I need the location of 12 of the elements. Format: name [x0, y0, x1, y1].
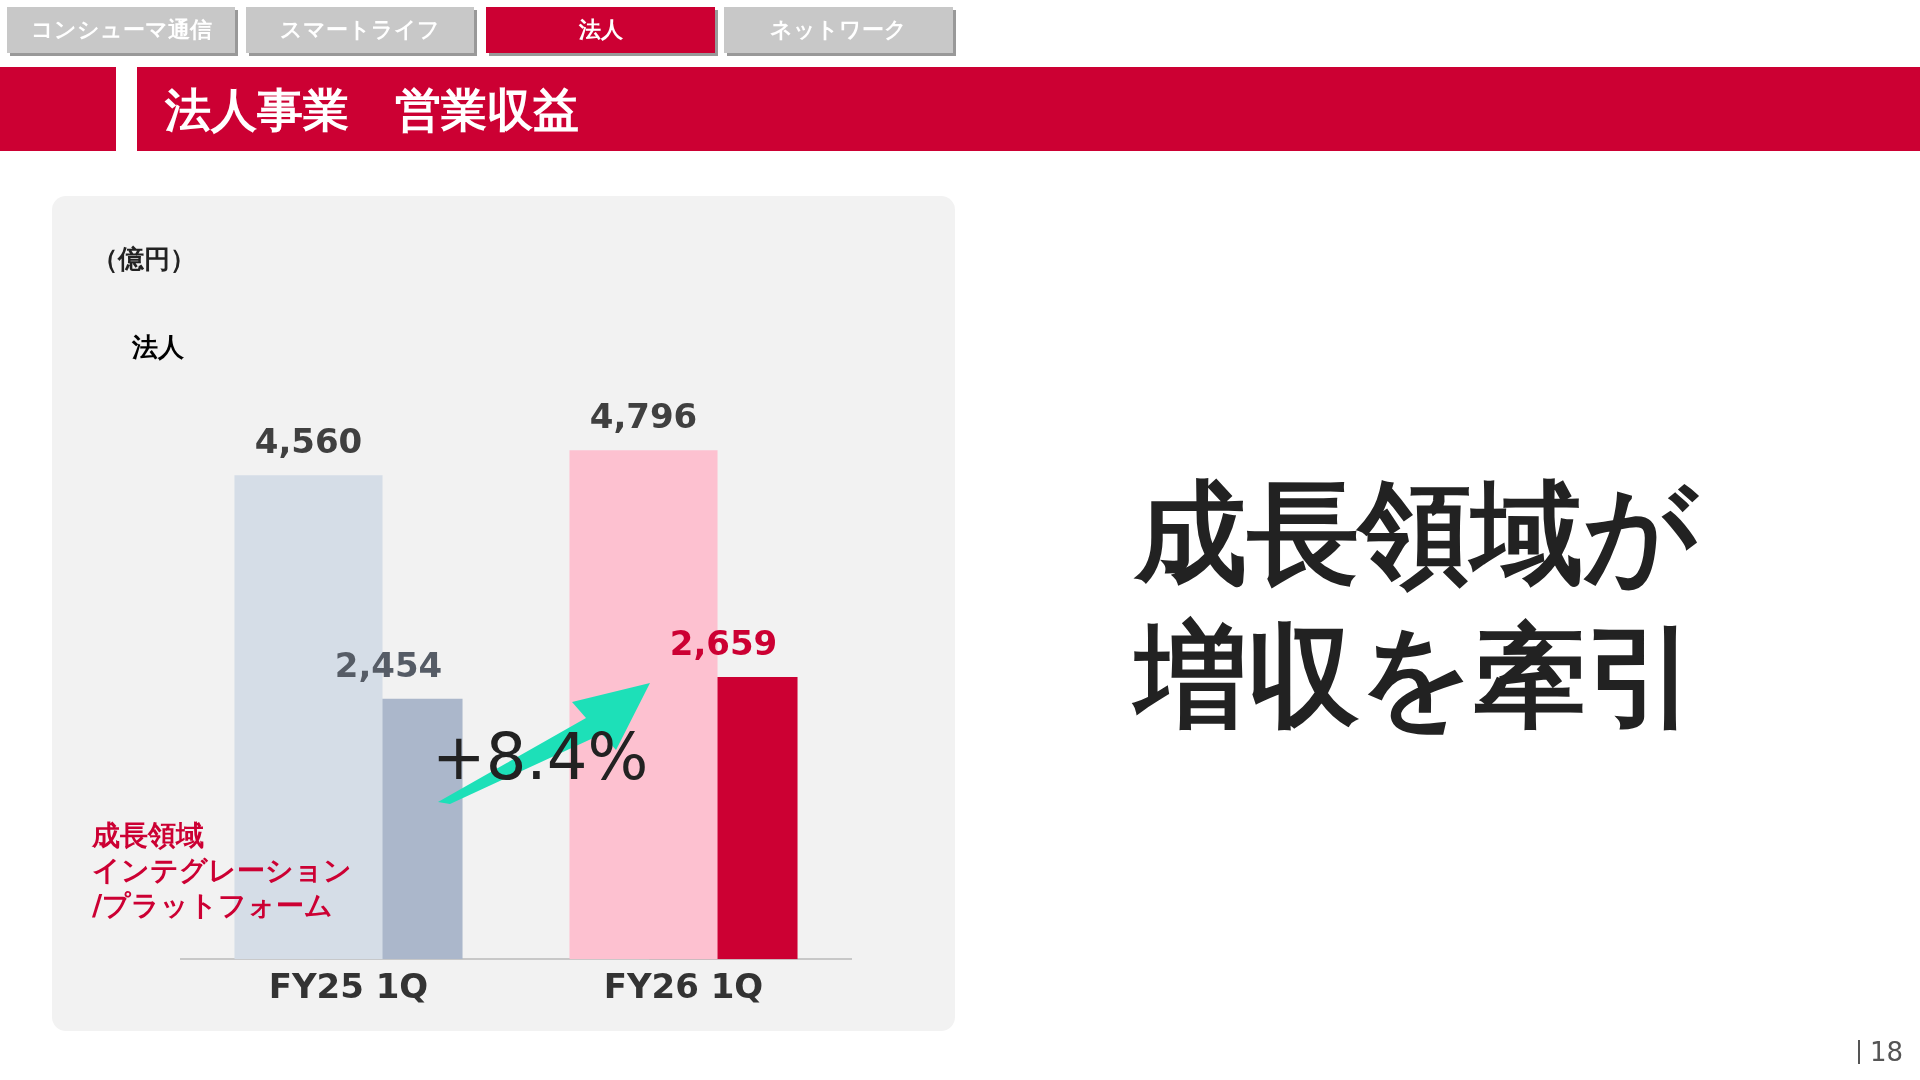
text: 18	[1858, 1037, 1904, 1067]
text: 法人	[486, 7, 715, 53]
x-tick-label: FY26 1Q	[603, 966, 764, 1007]
data-label: 2,454	[334, 644, 443, 685]
data-label: 2,659	[669, 622, 778, 663]
series-label: 成長領域インテグレーション/プラットフォーム	[92, 818, 352, 923]
data-label: 4,796	[589, 396, 698, 437]
x-tick-label: FY25 1Q	[268, 966, 429, 1007]
text: 法人	[132, 331, 184, 364]
data-label: 4,560	[254, 421, 363, 462]
chart-title: 法人事業 営業収益	[165, 82, 579, 139]
text: （億円）	[92, 243, 196, 276]
